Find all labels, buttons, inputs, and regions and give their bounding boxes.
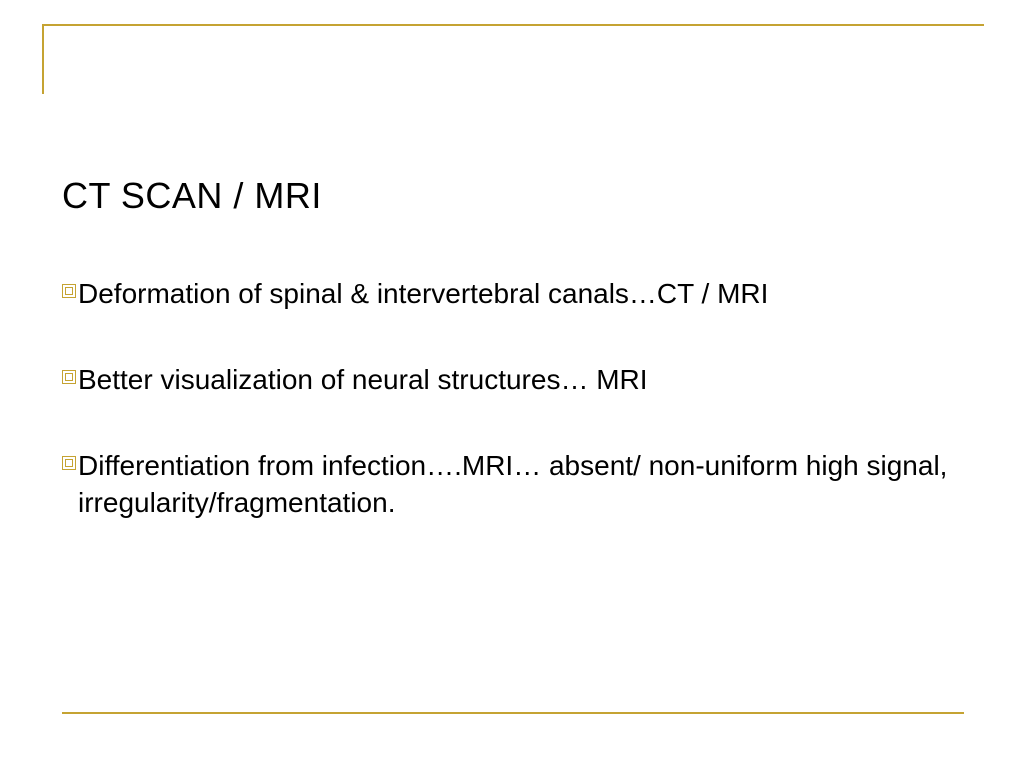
bottom-frame-border: [62, 712, 964, 714]
bullet-item: Better visualization of neural structure…: [62, 361, 962, 399]
bullet-text: Better visualization of neural structure…: [78, 361, 648, 399]
bullet-item: Differentiation from infection….MRI… abs…: [62, 447, 962, 523]
slide-content: CT SCAN / MRI Deformation of spinal & in…: [62, 175, 962, 570]
slide-title: CT SCAN / MRI: [62, 175, 962, 217]
bullet-square-icon: [62, 456, 76, 470]
bullet-text: Differentiation from infection….MRI… abs…: [78, 447, 962, 523]
top-frame-border: [42, 24, 984, 94]
bullet-text: Deformation of spinal & intervertebral c…: [78, 275, 768, 313]
bullet-item: Deformation of spinal & intervertebral c…: [62, 275, 962, 313]
bullet-square-icon: [62, 370, 76, 384]
bullet-square-icon: [62, 284, 76, 298]
bullet-list: Deformation of spinal & intervertebral c…: [62, 275, 962, 522]
